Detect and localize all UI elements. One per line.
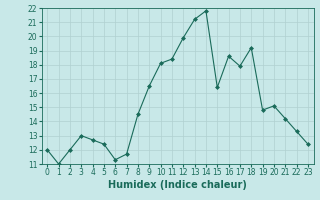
X-axis label: Humidex (Indice chaleur): Humidex (Indice chaleur) — [108, 180, 247, 190]
